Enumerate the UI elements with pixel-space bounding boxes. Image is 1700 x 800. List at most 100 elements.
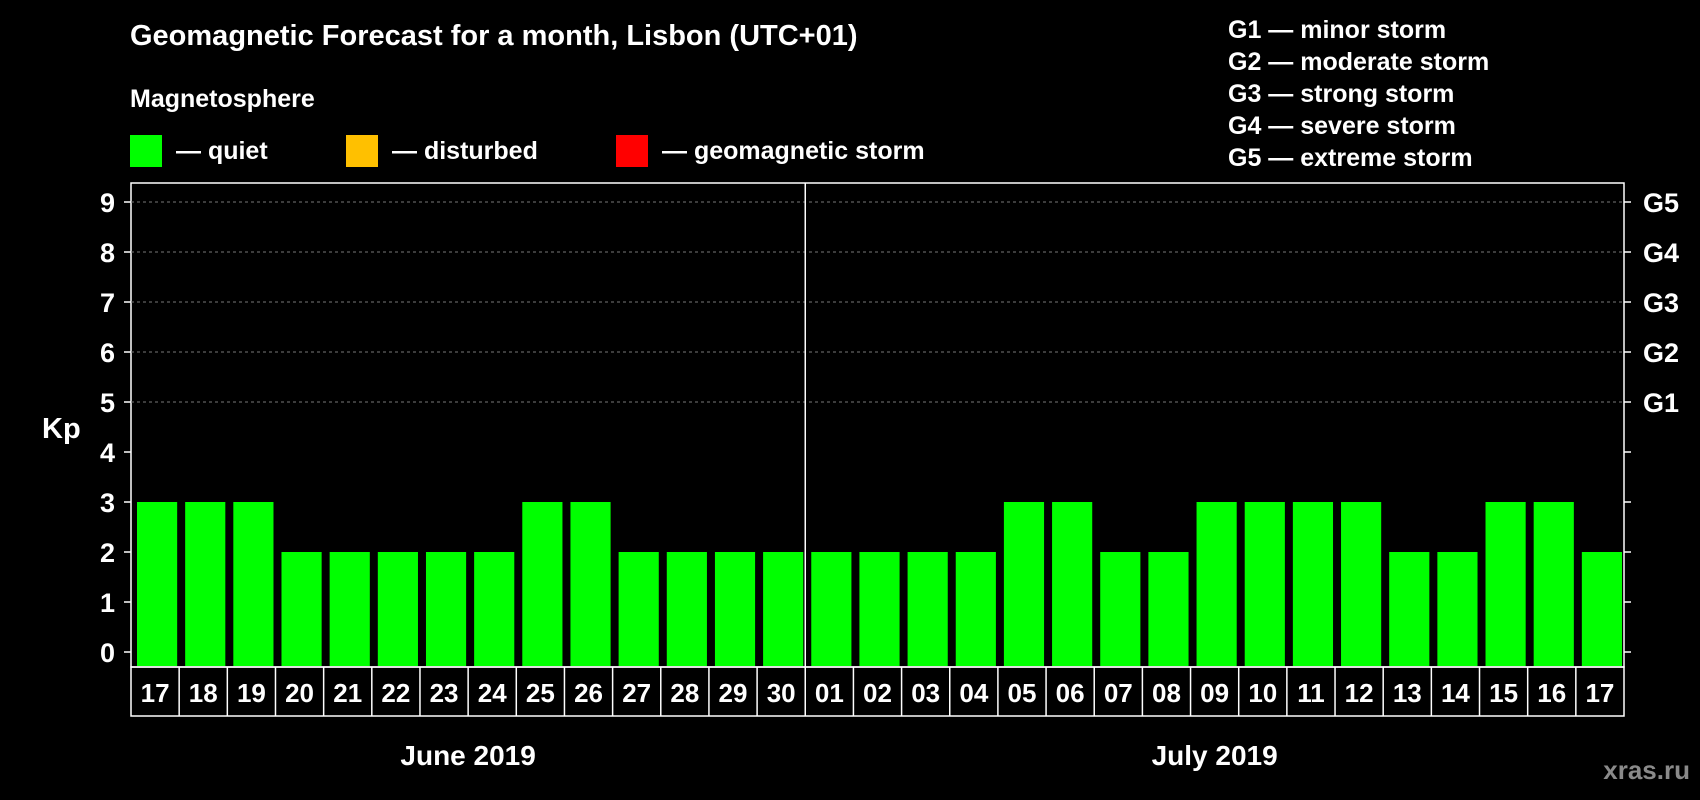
bar-14 — [811, 552, 852, 666]
bar-26 — [1389, 552, 1430, 666]
x-tick-label-24: 11 — [1297, 678, 1325, 708]
bar-3 — [281, 552, 322, 666]
y-tick-label-9: 9 — [100, 188, 115, 218]
x-tick-label-15: 02 — [863, 678, 892, 708]
bar-27 — [1437, 552, 1478, 666]
bar-11 — [666, 552, 707, 666]
x-tick-label-2: 19 — [237, 678, 266, 708]
y-tick-label-2: 2 — [100, 538, 115, 568]
bar-10 — [618, 552, 659, 666]
legend-disturbed-label: — disturbed — [392, 136, 538, 165]
bar-0 — [137, 502, 178, 666]
bar-4 — [329, 552, 370, 666]
bar-9 — [570, 502, 611, 666]
bar-23 — [1244, 502, 1285, 666]
legend-disturbed: — disturbed — [346, 134, 538, 168]
bar-18 — [1003, 502, 1045, 666]
legend-quiet-label: — quiet — [176, 136, 268, 165]
x-tick-label-8: 25 — [526, 678, 555, 708]
legend-storm-label: — geomagnetic storm — [662, 136, 925, 165]
x-tick-label-10: 27 — [622, 678, 651, 708]
y-tick-label-6: 6 — [100, 338, 115, 368]
bar-8 — [522, 502, 563, 666]
x-tick-label-20: 07 — [1104, 678, 1133, 708]
x-tick-label-11: 28 — [670, 678, 699, 708]
bar-15 — [859, 552, 900, 666]
chart-title: Geomagnetic Forecast for a month, Lisbon… — [130, 20, 858, 52]
y-tick-label-0: 0 — [100, 638, 115, 668]
x-tick-label-30: 17 — [1585, 678, 1614, 708]
y-tick-label-8: 8 — [100, 238, 115, 268]
magnetosphere-label: Magnetosphere — [130, 85, 315, 113]
x-tick-label-12: 29 — [719, 678, 748, 708]
date-row-frame — [130, 666, 1625, 717]
x-tick-label-9: 26 — [574, 678, 603, 708]
bar-20 — [1100, 552, 1141, 666]
bar-24 — [1292, 502, 1334, 666]
storm-axis-label-g4: G4 — [1643, 238, 1679, 268]
x-tick-label-28: 15 — [1489, 678, 1518, 708]
x-tick-label-19: 06 — [1056, 678, 1085, 708]
storm-swatch — [616, 135, 648, 167]
bar-7 — [474, 552, 515, 666]
bar-16 — [907, 552, 948, 666]
x-tick-label-27: 14 — [1441, 678, 1470, 708]
x-tick-label-17: 04 — [959, 678, 988, 708]
storm-axis-label-g2: G2 — [1643, 338, 1679, 368]
x-tick-label-13: 30 — [767, 678, 796, 708]
bar-19 — [1052, 502, 1093, 666]
bar-29 — [1533, 502, 1574, 666]
x-tick-label-18: 05 — [1008, 678, 1037, 708]
y-tick-label-5: 5 — [100, 388, 115, 418]
bar-22 — [1196, 502, 1237, 666]
x-tick-label-25: 12 — [1345, 678, 1374, 708]
x-tick-label-16: 03 — [911, 678, 940, 708]
bar-2 — [233, 502, 274, 666]
storm-level-g5: G5 — extreme storm — [1228, 144, 1473, 172]
x-tick-label-6: 23 — [430, 678, 459, 708]
bar-1 — [185, 502, 226, 666]
x-tick-label-1: 18 — [189, 678, 218, 708]
bar-17 — [955, 552, 996, 666]
legend-storm: — geomagnetic storm — [616, 134, 925, 168]
legend-quiet: — quiet — [130, 134, 268, 168]
bar-30 — [1581, 552, 1622, 666]
x-tick-label-26: 13 — [1393, 678, 1422, 708]
storm-axis-label-g5: G5 — [1643, 188, 1679, 218]
month-label-1: July 2019 — [1152, 740, 1278, 771]
x-tick-label-29: 16 — [1537, 678, 1566, 708]
x-tick-label-0: 17 — [141, 678, 170, 708]
bar-6 — [425, 552, 467, 666]
storm-level-g2: G2 — moderate storm — [1228, 48, 1490, 76]
watermark: xras.ru — [1603, 755, 1690, 785]
disturbed-swatch — [346, 135, 378, 167]
x-tick-label-21: 08 — [1152, 678, 1181, 708]
storm-level-legend: G1 — minor storm G2 — moderate storm G3 … — [1228, 14, 1489, 174]
storm-axis-label-g3: G3 — [1643, 288, 1679, 318]
y-tick-label-4: 4 — [100, 438, 115, 468]
y-tick-label-3: 3 — [100, 488, 115, 518]
x-tick-label-3: 20 — [285, 678, 314, 708]
x-tick-label-7: 24 — [478, 678, 507, 708]
x-tick-label-14: 01 — [815, 678, 844, 708]
x-tick-label-22: 09 — [1200, 678, 1229, 708]
y-axis-label: Kp — [42, 413, 81, 445]
month-label-0: June 2019 — [400, 740, 535, 771]
storm-axis-label-g1: G1 — [1643, 388, 1679, 418]
x-tick-label-5: 22 — [381, 678, 410, 708]
storm-level-g1: G1 — minor storm — [1228, 16, 1447, 44]
quiet-swatch — [130, 135, 162, 167]
storm-level-g3: G3 — strong storm — [1228, 80, 1455, 108]
storm-level-g4: G4 — severe storm — [1228, 112, 1456, 140]
x-tick-label-23: 10 — [1248, 678, 1277, 708]
bar-5 — [377, 552, 418, 666]
bar-21 — [1148, 552, 1189, 666]
x-tick-label-4: 21 — [333, 678, 362, 708]
bar-25 — [1341, 502, 1382, 666]
bar-28 — [1485, 502, 1526, 666]
bar-12 — [714, 552, 756, 666]
bar-13 — [763, 552, 804, 666]
y-tick-label-7: 7 — [100, 288, 115, 318]
y-tick-label-1: 1 — [100, 588, 115, 618]
